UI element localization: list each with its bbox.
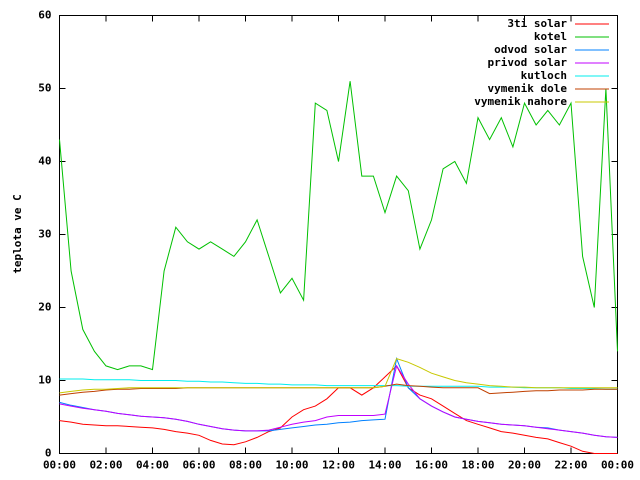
x-tick-label: 20:00 <box>508 459 541 472</box>
y-tick-label: 50 <box>38 82 51 95</box>
y-tick-label: 20 <box>38 301 51 314</box>
x-tick-label: 10:00 <box>275 459 308 472</box>
y-tick-label: 40 <box>38 155 51 168</box>
legend-label: odvod solar <box>494 43 567 56</box>
x-tick-label: 16:00 <box>415 459 448 472</box>
x-tick-label: 14:00 <box>368 459 401 472</box>
x-tick-label: 08:00 <box>229 459 262 472</box>
x-tick-label: 12:00 <box>322 459 355 472</box>
legend-label: privod solar <box>488 56 568 69</box>
x-tick-label: 02:00 <box>89 459 122 472</box>
y-axis-label: teplota ve C <box>11 194 24 273</box>
legend-label: kutloch <box>521 69 567 82</box>
legend-label: 3ti solar <box>507 17 567 30</box>
y-tick-label: 0 <box>45 447 52 460</box>
series-line <box>59 81 618 371</box>
series-line <box>59 378 618 390</box>
x-tick-label: 00:00 <box>43 459 76 472</box>
legend-label: kotel <box>534 30 567 43</box>
x-tick-label: 18:00 <box>461 459 494 472</box>
y-tick-label: 60 <box>38 9 51 22</box>
series-line <box>59 357 618 394</box>
y-tick-label: 10 <box>38 374 51 387</box>
legend-label: vymenik nahore <box>474 95 567 108</box>
y-tick-label: 30 <box>38 228 51 241</box>
legend-label: vymenik dole <box>488 82 568 95</box>
x-tick-label: 22:00 <box>554 459 587 472</box>
series-line <box>59 364 618 438</box>
x-tick-label: 04:00 <box>136 459 169 472</box>
x-tick-label: 00:00 <box>601 459 634 472</box>
x-tick-label: 06:00 <box>182 459 215 472</box>
